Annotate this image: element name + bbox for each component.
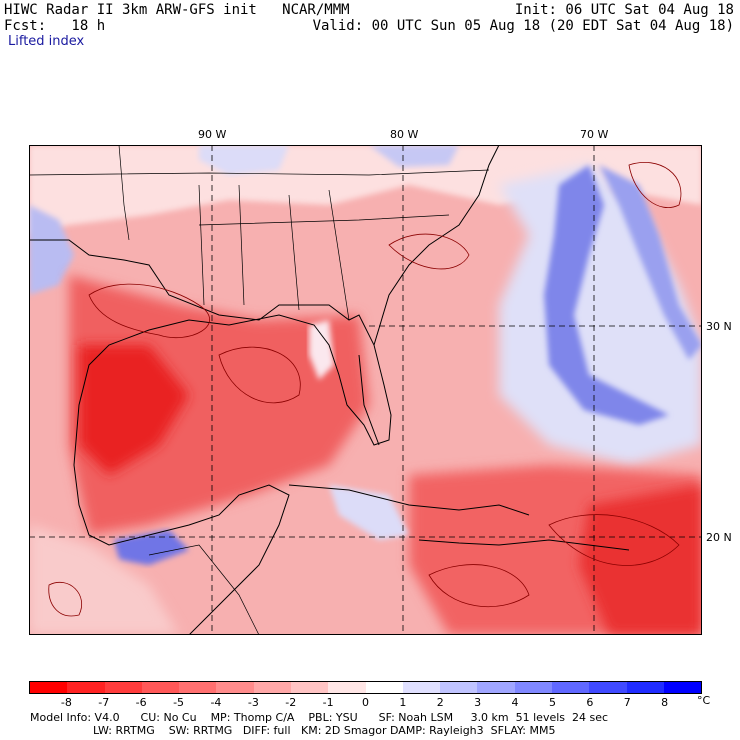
colorbar-swatch — [30, 682, 68, 693]
colorbar-label: 8 — [661, 696, 669, 709]
colorbar-label: -6 — [135, 696, 147, 709]
colorbar-swatch — [514, 682, 552, 693]
lat-label-30n: 30 N — [706, 320, 732, 333]
stable-patch-north — [199, 145, 289, 175]
colorbar-swatch — [141, 682, 180, 693]
colorbar-label: -8 — [60, 696, 72, 709]
title-line-1: HIWC Radar II 3km ARW-GFS init NCAR/MMM — [4, 2, 350, 18]
colorbar-label: 7 — [623, 696, 631, 709]
colorbar-swatch — [290, 682, 329, 693]
lower-left-neutral — [29, 525, 179, 635]
political-borders — [29, 145, 490, 635]
colorbar-label: -2 — [285, 696, 297, 709]
colorbar-label: 6 — [586, 696, 594, 709]
lat-label-20n: 20 N — [706, 531, 732, 544]
colorbar-label: 2 — [436, 696, 444, 709]
colorbar-swatch — [402, 682, 441, 693]
model-info-line-2: LW: RRTMG SW: RRTMG DIFF: full KM: 2D Sm… — [30, 724, 556, 737]
colorbar-swatch — [104, 682, 142, 693]
colorbar-label: 0 — [362, 696, 369, 709]
colorbar-label: 1 — [399, 696, 407, 709]
stable-patch-northwest — [29, 205, 74, 295]
field-name: Lifted index — [8, 34, 85, 49]
colorbar-swatch — [626, 682, 664, 693]
colorbar-swatch — [67, 682, 105, 693]
colorbar-label: -1 — [322, 696, 334, 709]
atlantic-stable-core — [544, 165, 669, 425]
stable-spot-florida — [309, 320, 334, 380]
colorbar-swatch — [589, 682, 627, 693]
forecast-hour: Fcst: 18 h — [4, 18, 106, 34]
colorbar-swatch — [477, 682, 515, 693]
valid-time: Valid: 00 UTC Sun 05 Aug 18 (20 EDT Sat … — [312, 18, 734, 34]
colorbar-label: -5 — [173, 696, 185, 709]
colorbar-swatch — [551, 682, 590, 693]
gulf-strongest-instability — [79, 345, 189, 475]
colorbar-label: 3 — [474, 696, 482, 709]
colorbar-swatch — [216, 682, 254, 693]
colorbar-swatch — [663, 682, 702, 693]
graticule — [29, 145, 702, 635]
colorbar-swatch — [179, 682, 217, 693]
colorbar-label: -3 — [247, 696, 259, 709]
caribbean-strong-instability — [579, 485, 702, 635]
colorbar-swatch — [365, 682, 403, 693]
stable-spot-yucatan-channel — [329, 485, 409, 540]
colorbar — [29, 681, 702, 694]
lon-label-70w: 70 W — [580, 128, 609, 141]
colorbar-unit: °C — [697, 694, 711, 707]
colorbar-label: 5 — [548, 696, 556, 709]
atlantic-stable-arc — [599, 165, 702, 360]
lifted-index-map — [29, 145, 702, 635]
colorbar-swatch — [328, 682, 366, 693]
colorbar-swatch — [253, 682, 291, 693]
colorbar-label: -4 — [210, 696, 222, 709]
colorbar-swatch — [440, 682, 478, 693]
stable-patch-northeast — [369, 145, 459, 167]
model-info-line-1: Model Info: V4.0 CU: No Cu MP: Thomp C/A… — [30, 711, 609, 724]
lifted-index-contours — [48, 162, 682, 617]
northern-neutral-region — [29, 145, 702, 235]
lon-label-90w: 90 W — [198, 128, 227, 141]
init-time: Init: 06 UTC Sat 04 Aug 18 — [514, 2, 734, 18]
gulf-unstable-region — [69, 275, 369, 535]
colorbar-label: -7 — [98, 696, 110, 709]
colorbar-label: 4 — [511, 696, 519, 709]
lon-label-80w: 80 W — [390, 128, 419, 141]
